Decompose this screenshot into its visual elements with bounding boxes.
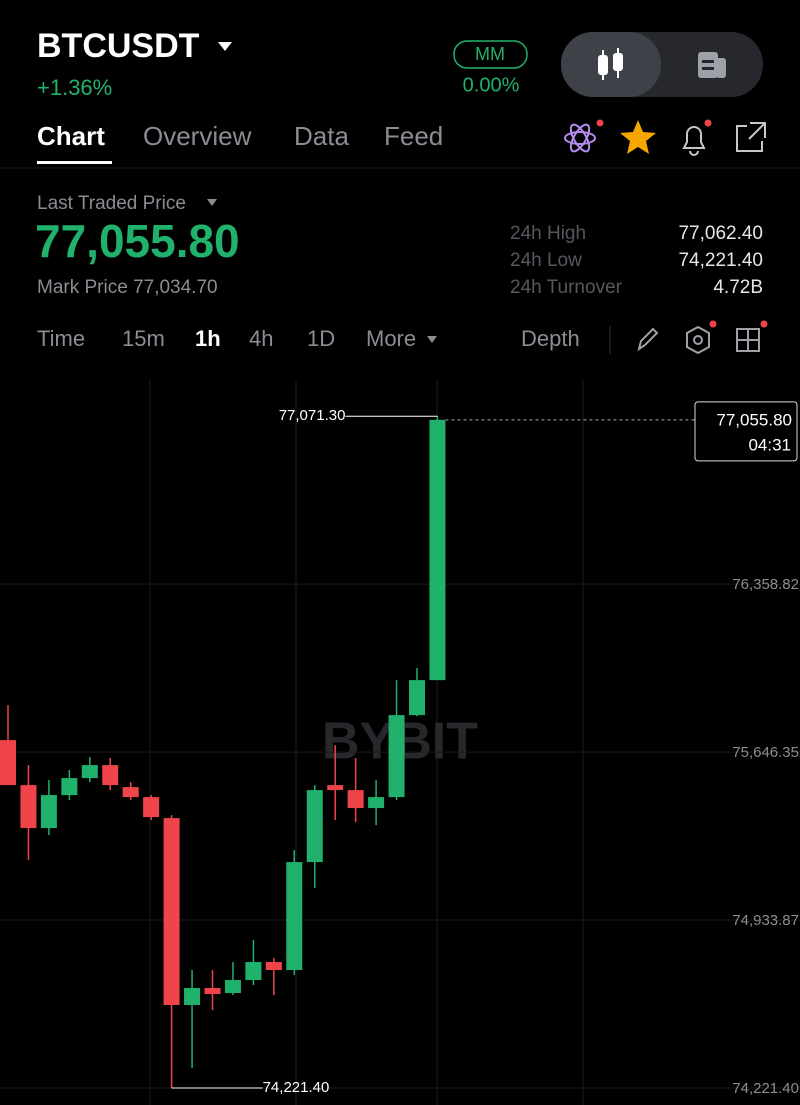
tab-underline bbox=[37, 161, 112, 164]
mark-price: Mark Price 77,034.70 bbox=[37, 277, 218, 298]
tab[interactable]: Feed bbox=[384, 121, 443, 151]
badge-dot bbox=[596, 119, 604, 127]
interval[interactable]: 4h bbox=[249, 326, 273, 351]
candle-body bbox=[0, 740, 16, 786]
interval[interactable]: 15m bbox=[122, 326, 165, 351]
interval[interactable]: 1h bbox=[195, 326, 221, 351]
interval[interactable]: More bbox=[366, 326, 416, 351]
candle-body bbox=[40, 795, 57, 829]
ai-icon[interactable] bbox=[564, 122, 596, 154]
candle-body bbox=[163, 818, 180, 1006]
symbol-dropdown[interactable] bbox=[218, 42, 232, 51]
candle-body bbox=[245, 962, 262, 981]
candle-icon bbox=[598, 48, 623, 80]
share-icon[interactable] bbox=[736, 122, 766, 152]
y-tick-label: 75,646.35 bbox=[732, 744, 799, 761]
indicator-icon[interactable] bbox=[686, 325, 710, 355]
stat-value: 4.72B bbox=[713, 277, 763, 298]
favorite-icon[interactable] bbox=[620, 120, 656, 154]
candle-body bbox=[81, 765, 98, 779]
last-price: 77,055.80 bbox=[35, 215, 240, 267]
candle-body bbox=[61, 778, 78, 796]
y-tick-label: 74,221.40 bbox=[732, 1080, 799, 1097]
high-label: 77,071.30 bbox=[279, 407, 346, 424]
candle-body bbox=[327, 785, 344, 791]
stat-label: 24h Turnover bbox=[510, 277, 623, 298]
stat-value: 77,062.40 bbox=[678, 223, 763, 244]
candle-body bbox=[286, 862, 303, 971]
symbol[interactable]: BTCUSDT bbox=[37, 27, 200, 65]
overview-icon bbox=[698, 52, 726, 78]
candle-body bbox=[204, 988, 221, 995]
candle-body bbox=[184, 988, 201, 1006]
countdown: 04:31 bbox=[748, 435, 791, 454]
interval[interactable]: Time bbox=[37, 326, 85, 351]
interval[interactable]: 1D bbox=[307, 326, 335, 351]
mm-badge[interactable] bbox=[453, 40, 528, 69]
candle-body bbox=[368, 797, 385, 809]
candle-body bbox=[143, 797, 160, 818]
candle-body bbox=[429, 419, 446, 681]
badge-dot bbox=[709, 320, 717, 328]
more-dropdown[interactable] bbox=[427, 336, 437, 343]
candle-body bbox=[347, 790, 364, 809]
depth[interactable]: Depth bbox=[521, 326, 580, 351]
last-price-tag bbox=[694, 401, 798, 462]
price-label-dropdown[interactable] bbox=[207, 199, 217, 206]
y-tick-label: 76,358.82 bbox=[732, 576, 799, 593]
y-tick-label: 74,933.87 bbox=[732, 912, 799, 929]
badge-dot bbox=[760, 320, 768, 328]
mm-value: 0.00% bbox=[463, 74, 520, 96]
tab[interactable]: Data bbox=[294, 121, 349, 151]
stat-value: 74,221.40 bbox=[678, 250, 763, 271]
tab[interactable]: Overview bbox=[143, 121, 252, 151]
draw-icon[interactable] bbox=[637, 327, 659, 352]
change: +1.36% bbox=[37, 75, 112, 100]
chart: BYBIT 74,221.4074,933.8775,646.3576,358.… bbox=[0, 380, 800, 1105]
indicator-icon-center bbox=[693, 335, 703, 345]
candle-body bbox=[122, 787, 139, 798]
price-label[interactable]: Last Traded Price bbox=[37, 193, 186, 214]
stat-label: 24h High bbox=[510, 223, 586, 244]
candle-body bbox=[20, 785, 37, 829]
low-label: 74,221.40 bbox=[263, 1079, 330, 1096]
view-toggle-active[interactable] bbox=[561, 32, 661, 97]
layout-icon[interactable] bbox=[736, 328, 760, 352]
candle-body bbox=[102, 765, 119, 786]
candle-body bbox=[265, 962, 282, 971]
stat-label: 24h Low bbox=[510, 250, 582, 271]
mm-badge-text: MM bbox=[475, 44, 505, 64]
last-price-tag-value: 77,055.80 bbox=[716, 410, 792, 429]
badge-dot bbox=[704, 119, 712, 127]
candle-body bbox=[409, 680, 425, 716]
alert-icon[interactable] bbox=[682, 126, 706, 156]
candle-body bbox=[224, 980, 241, 994]
candle-body bbox=[306, 790, 323, 863]
tab[interactable]: Chart bbox=[37, 121, 105, 151]
candle-body bbox=[388, 715, 405, 798]
